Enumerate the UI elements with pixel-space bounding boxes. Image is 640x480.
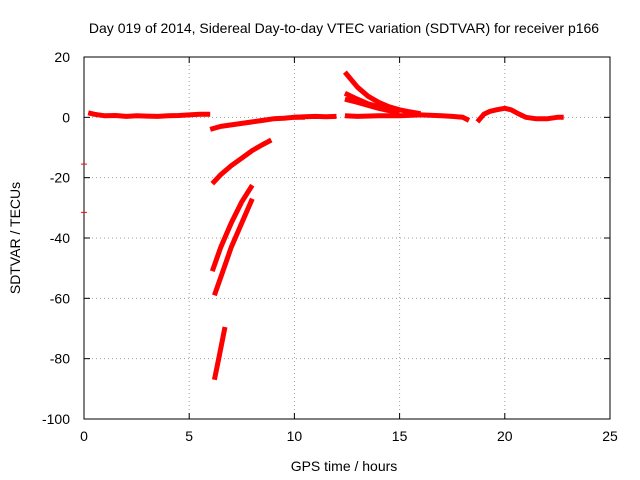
x-tick-label: 10 <box>287 428 303 444</box>
series-arc-decay-1 <box>342 70 422 117</box>
x-tick-label: 20 <box>497 428 513 444</box>
y-tick-label: 0 <box>62 109 70 125</box>
y-axis-label: SDTVAR / TECUs <box>7 182 23 294</box>
chart-title: Day 019 of 2014, Sidereal Day-to-day VTE… <box>89 20 599 36</box>
series-arc-steep-2 <box>212 197 255 297</box>
y-tick-label: -20 <box>50 170 70 186</box>
data-series <box>81 70 564 381</box>
series-arc-bump <box>475 105 564 124</box>
series-arc-recovery-1 <box>210 137 273 186</box>
y-tick-label: -60 <box>50 290 70 306</box>
x-tick-label: 25 <box>602 428 618 444</box>
series-arc-dip <box>209 114 305 132</box>
series-arc-mid <box>294 113 337 120</box>
series-arc-decay-3 <box>344 96 401 116</box>
x-tick-label: 5 <box>185 428 193 444</box>
x-tick-label: 0 <box>80 428 88 444</box>
plot-frame <box>83 56 611 420</box>
axis-ticks: 0 5 10 15 20 25 -100 -80 -60 -40 -20 0 20 <box>42 49 618 444</box>
series-arc-baseline-b <box>344 112 471 123</box>
grid <box>84 57 610 419</box>
x-tick-label: 15 <box>392 428 408 444</box>
y-tick-label: -40 <box>50 230 70 246</box>
x-axis-label: GPS time / hours <box>291 458 398 474</box>
series-arc-steep-3 <box>211 326 228 381</box>
y-tick-label: 20 <box>54 49 70 65</box>
y-tick-label: -100 <box>42 411 70 427</box>
series-arc-steep-1 <box>209 183 255 273</box>
series-arc-baseline-a <box>87 110 211 119</box>
y-tick-label: -80 <box>50 351 70 367</box>
